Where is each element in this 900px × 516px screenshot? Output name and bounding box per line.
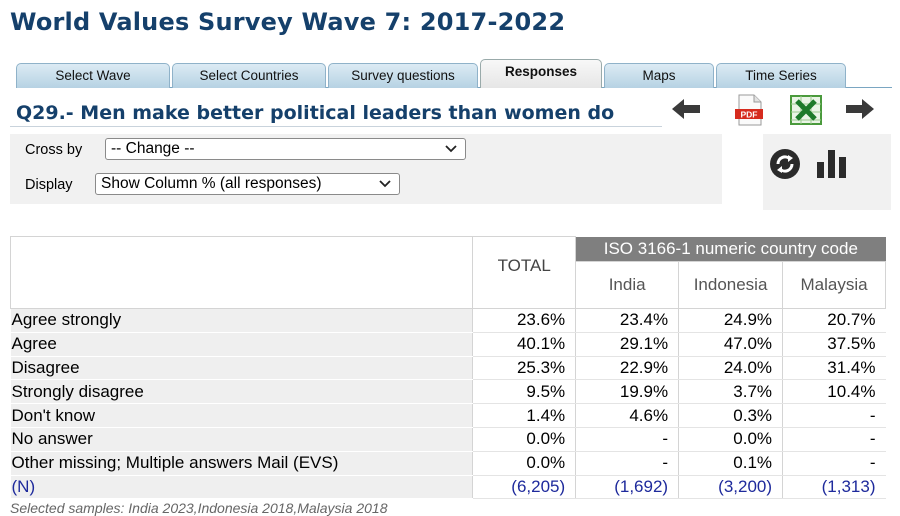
pdf-icon[interactable]: PDF	[734, 94, 764, 126]
cell-value: -	[782, 403, 886, 428]
cross-by-label: Cross by	[25, 142, 83, 158]
tab-select-wave[interactable]: Select Wave	[16, 63, 170, 88]
display-label: Display	[25, 177, 73, 193]
table-row: Strongly disagree 9.5% 19.9% 3.7% 10.4%	[10, 379, 886, 405]
cell-value: 24.0%	[678, 356, 783, 381]
cell-value: 1.4%	[472, 403, 576, 428]
cell-value: 40.1%	[472, 332, 576, 357]
tools-panel	[763, 134, 891, 210]
refresh-icon[interactable]	[769, 148, 801, 180]
row-label: Agree strongly	[10, 308, 473, 333]
question-underline	[10, 126, 662, 127]
total-header: TOTAL	[472, 236, 577, 309]
cell-value: -	[782, 427, 886, 452]
cell-value: (1,692)	[575, 475, 679, 500]
cell-value: 10.4%	[782, 379, 886, 405]
chevron-down-icon	[445, 145, 457, 153]
table-row: Agree 40.1% 29.1% 47.0% 37.5%	[10, 332, 886, 357]
cell-value: 0.0%	[472, 451, 576, 476]
cell-value: 29.1%	[575, 332, 679, 357]
cell-value: 3.7%	[678, 379, 783, 405]
table-row-n: (N) (6,205) (1,692) (3,200) (1,313)	[10, 475, 886, 500]
table-header-blank	[9, 236, 474, 309]
cell-value: 23.4%	[575, 308, 679, 333]
cell-value: 20.7%	[782, 308, 886, 333]
row-label: Don't know	[10, 403, 473, 428]
row-label: (N)	[10, 475, 473, 500]
row-label: No answer	[10, 427, 473, 452]
country-header: India	[575, 261, 680, 309]
table-row: Disagree 25.3% 22.9% 24.0% 31.4%	[10, 356, 886, 381]
cell-value: 0.0%	[678, 427, 783, 452]
tab-responses[interactable]: Responses	[480, 59, 602, 88]
country-header: Indonesia	[678, 261, 784, 309]
country-header: Malaysia	[782, 261, 886, 309]
arrow-left-icon[interactable]	[670, 97, 702, 121]
row-label: Disagree	[10, 356, 473, 381]
tab-survey-questions[interactable]: Survey questions	[328, 63, 478, 88]
cell-value: 31.4%	[782, 356, 886, 381]
arrow-right-icon[interactable]	[844, 97, 876, 121]
question-title: Q29.- Men make better political leaders …	[16, 102, 615, 124]
display-select[interactable]: Show Column % (all responses)	[95, 173, 400, 195]
results-table: TOTAL ISO 3166-1 numeric country code In…	[9, 236, 886, 500]
cell-value: (6,205)	[472, 475, 576, 500]
cross-by-value: -- Change --	[111, 140, 195, 157]
cell-value: (1,313)	[782, 475, 886, 500]
page-title: World Values Survey Wave 7: 2017-2022	[10, 8, 566, 36]
display-value: Show Column % (all responses)	[101, 175, 322, 192]
cell-value: 47.0%	[678, 332, 783, 357]
cell-value: 22.9%	[575, 356, 679, 381]
cell-value: -	[575, 451, 679, 476]
table-row: Don't know 1.4% 4.6% 0.3% -	[10, 403, 886, 428]
cell-value: 19.9%	[575, 379, 679, 405]
selected-samples-footnote: Selected samples: India 2023,Indonesia 2…	[10, 500, 388, 516]
cell-value: (3,200)	[678, 475, 783, 500]
table-row: Other missing; Multiple answers Mail (EV…	[10, 451, 886, 476]
cell-value: 9.5%	[472, 379, 576, 405]
tab-time-series[interactable]: Time Series	[716, 63, 846, 88]
cell-value: 0.0%	[472, 427, 576, 452]
cell-value: 37.5%	[782, 332, 886, 357]
cell-value: 0.1%	[678, 451, 783, 476]
controls-panel: Cross by -- Change -- Display Show Colum…	[10, 134, 722, 204]
cell-value: 25.3%	[472, 356, 576, 381]
cell-value: 4.6%	[575, 403, 679, 428]
cell-value: -	[782, 451, 886, 476]
cell-value: 24.9%	[678, 308, 783, 333]
pdf-icon-label: PDF	[741, 110, 758, 120]
tab-bar: Select Wave Select Countries Survey ques…	[16, 59, 892, 88]
bar-chart-icon[interactable]	[815, 148, 849, 178]
tab-maps[interactable]: Maps	[604, 63, 714, 88]
table-row: Agree strongly 23.6% 23.4% 24.9% 20.7%	[10, 308, 886, 333]
tab-select-countries[interactable]: Select Countries	[172, 63, 326, 88]
country-group-header: ISO 3166-1 numeric country code	[575, 236, 886, 262]
excel-icon[interactable]	[789, 94, 823, 126]
cross-by-select[interactable]: -- Change --	[105, 138, 466, 160]
cell-value: 23.6%	[472, 308, 576, 333]
row-label: Agree	[10, 332, 473, 357]
cell-value: -	[575, 427, 679, 452]
row-label: Strongly disagree	[10, 379, 473, 405]
row-label: Other missing; Multiple answers Mail (EV…	[10, 451, 473, 476]
table-row: No answer 0.0% - 0.0% -	[10, 427, 886, 452]
cell-value: 0.3%	[678, 403, 783, 428]
chevron-down-icon	[379, 180, 391, 188]
